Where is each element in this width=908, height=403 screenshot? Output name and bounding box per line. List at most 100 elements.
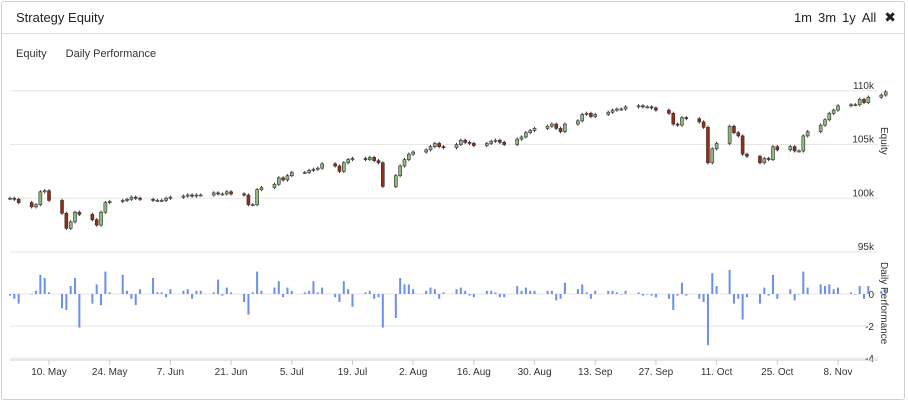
candle xyxy=(276,177,281,185)
close-icon[interactable]: ✖ xyxy=(884,9,896,25)
daily-bar xyxy=(43,278,46,294)
daily-bar xyxy=(884,289,887,294)
candle xyxy=(68,221,73,229)
candle xyxy=(168,196,173,199)
candle xyxy=(883,91,888,96)
candle xyxy=(654,107,658,111)
x-tick-label: 27. Sep xyxy=(639,367,674,378)
candle xyxy=(775,146,780,151)
candle xyxy=(792,146,797,152)
candle xyxy=(250,204,255,206)
daily-bar xyxy=(667,294,670,299)
daily-bar xyxy=(615,292,618,294)
candle xyxy=(862,99,866,103)
daily-bar xyxy=(741,294,744,320)
equity-y-tick-label: 100k xyxy=(852,188,875,199)
x-tick-label: 8. Nov xyxy=(824,367,853,378)
daily-bar xyxy=(368,290,371,294)
daily-bar xyxy=(186,289,189,294)
daily-bar xyxy=(433,289,436,294)
candle xyxy=(224,191,229,195)
daily-bar xyxy=(191,294,194,299)
candle xyxy=(584,113,589,115)
candle xyxy=(788,146,793,151)
daily-bar xyxy=(425,290,428,294)
daily-bar xyxy=(732,294,735,304)
candle xyxy=(649,106,654,109)
x-tick-label: 13. Sep xyxy=(578,367,613,378)
candle xyxy=(398,165,402,176)
tab-equity[interactable]: Equity xyxy=(16,48,47,60)
candle xyxy=(671,113,676,125)
candle xyxy=(73,211,77,223)
candle xyxy=(381,162,385,187)
candle xyxy=(697,118,702,123)
candle xyxy=(181,195,186,198)
candle xyxy=(307,170,311,173)
daily-bar xyxy=(745,294,748,298)
candle xyxy=(823,119,827,126)
candle xyxy=(827,113,832,121)
daily-bar xyxy=(334,294,337,298)
daily-bar xyxy=(256,271,259,294)
candle xyxy=(797,150,801,153)
candle xyxy=(281,177,285,181)
daily-bar xyxy=(698,294,701,299)
daily-bar xyxy=(78,294,81,328)
daily-bar xyxy=(680,282,683,294)
candle xyxy=(333,163,337,167)
daily-bar xyxy=(555,294,558,301)
daily-bar xyxy=(529,290,532,294)
daily-bar xyxy=(520,290,523,294)
daily-bar xyxy=(706,294,709,346)
candle xyxy=(589,113,593,117)
x-tick-label: 21. Jun xyxy=(215,367,248,378)
daily-bar xyxy=(776,294,779,299)
tab-daily-performance[interactable]: Daily Performance xyxy=(65,48,157,60)
candle xyxy=(16,199,21,203)
candle xyxy=(836,105,840,111)
candle xyxy=(337,165,342,172)
daily-bar xyxy=(728,270,731,294)
candle xyxy=(502,142,506,145)
candle xyxy=(42,190,47,193)
candle xyxy=(38,191,43,206)
candle xyxy=(259,187,264,190)
candle xyxy=(593,114,598,117)
candle xyxy=(636,105,641,108)
daily-bar xyxy=(789,289,792,294)
daily-bar xyxy=(13,294,16,299)
range-1m-button[interactable]: 1m xyxy=(793,10,813,25)
daily-bar xyxy=(277,281,280,294)
daily-bar xyxy=(650,294,653,296)
range-3m-button[interactable]: 3m xyxy=(818,10,837,25)
daily-bar xyxy=(758,294,761,304)
daily-bar xyxy=(273,287,276,294)
candle xyxy=(519,136,524,140)
candle xyxy=(675,123,680,126)
daily-bar xyxy=(100,294,103,306)
daily-bar xyxy=(464,290,467,294)
daily-bar xyxy=(797,294,800,295)
candle xyxy=(467,142,472,144)
range-selector: 1m 3m 1y All ✖ xyxy=(788,9,896,26)
candle xyxy=(736,132,741,137)
candle xyxy=(667,109,671,114)
range-all-button[interactable]: All xyxy=(861,10,877,25)
x-tick-label: 16. Aug xyxy=(457,367,491,378)
candle xyxy=(818,124,823,132)
range-1y-button[interactable]: 1y xyxy=(842,10,856,25)
daily-bar xyxy=(767,294,770,296)
candle xyxy=(159,200,164,202)
daily-bar xyxy=(715,286,718,294)
candle xyxy=(684,117,689,119)
x-tick-label: 11. Oct xyxy=(701,367,733,378)
candle xyxy=(558,128,563,132)
candle xyxy=(524,132,528,138)
panel-title: Strategy Equity xyxy=(16,10,105,25)
daily-bar xyxy=(165,294,168,298)
equity-axis-title: Equity xyxy=(878,127,889,155)
daily-bar xyxy=(576,289,579,294)
daily-axis-title: Daily Performance xyxy=(878,262,889,345)
daily-bar xyxy=(282,294,285,298)
